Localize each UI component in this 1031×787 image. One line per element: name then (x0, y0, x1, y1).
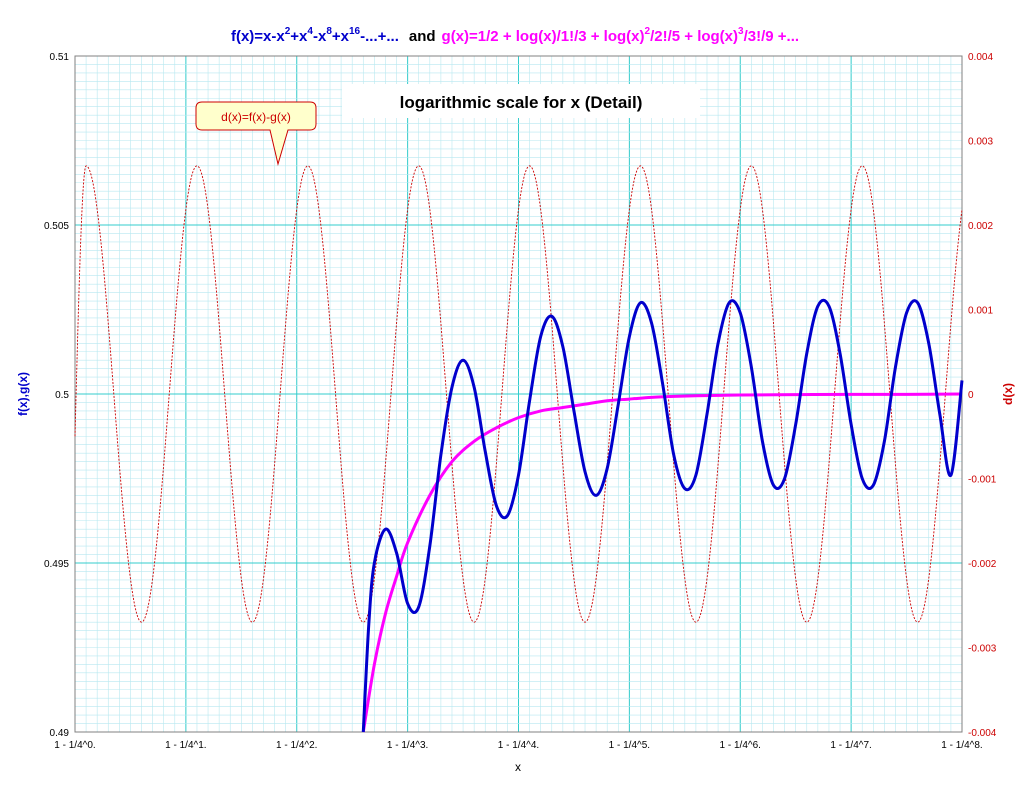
x-tick-label: 1 - 1/4^7. (830, 740, 871, 751)
chart-subtitle: logarithmic scale for x (Detail) (400, 93, 643, 112)
x-axis-ticks: 1 - 1/4^0. 1 - 1/4^1. 1 - 1/4^2. 1 - 1/4^3.… (54, 740, 982, 751)
y-right-tick-label: 0.001 (968, 306, 993, 317)
x-tick-label: 1 - 1/4^2. (276, 740, 317, 751)
y-right-tick-label: -0.001 (968, 475, 997, 486)
y-right-axis-label: d(x) (1001, 383, 1015, 405)
y-right-tick-label: -0.004 (968, 728, 997, 739)
title-f-mid1: +x (290, 28, 308, 45)
y-right-axis-ticks: 0.004 0.003 0.002 0.001 0 -0.001 -0.002 -0.003 -… (968, 52, 997, 739)
title-f-exp4: 16 (349, 26, 361, 37)
x-tick-label: 1 - 1/4^6. (720, 740, 761, 751)
series-f-line (361, 298, 964, 733)
y-right-tick-label: 0 (968, 390, 974, 401)
x-tick-label: 1 - 1/4^1. (165, 740, 206, 751)
y-left-axis-label: f(x),g(x) (16, 372, 30, 416)
title-f-label: f(x)=x-x (231, 28, 285, 45)
x-axis-label: x (515, 760, 521, 774)
title-g-exp2: 3 (738, 26, 744, 37)
title-g-mid1: /2!/5 + log(x) (650, 28, 738, 45)
title-f-end: -...+... (360, 28, 399, 45)
title-f-mid2: -x (313, 28, 327, 45)
title-g-exp1: 2 (645, 26, 651, 37)
title-f-exp2: 4 (307, 26, 313, 37)
y-left-tick-label: 0.5 (55, 390, 69, 401)
x-tick-label: 1 - 1/4^0. (54, 740, 95, 751)
annotation-text: d(x)=f(x)-g(x) (221, 110, 291, 124)
title-g-end: /3!/9 +... (744, 28, 799, 45)
title-and: and (409, 28, 436, 45)
x-tick-label: 1 - 1/4^4. (498, 740, 539, 751)
series-d-line (74, 165, 963, 623)
y-left-axis-ticks: 0.51 0.505 0.5 0.495 0.49 (44, 52, 69, 739)
y-left-tick-label: 0.495 (44, 559, 69, 570)
y-left-tick-label: 0.49 (50, 728, 70, 739)
y-left-label-text: f(x),g(x) (16, 372, 30, 416)
y-right-tick-label: 0.003 (968, 137, 993, 148)
x-tick-label: 1 - 1/4^3. (387, 740, 428, 751)
x-tick-label: 1 - 1/4^8. (941, 740, 982, 751)
y-right-tick-label: -0.003 (968, 644, 997, 655)
title-f-exp1: 2 (285, 26, 291, 37)
y-right-tick-label: -0.002 (968, 559, 997, 570)
title-g-label: g(x)=1/2 + log(x)/1!/3 + log(x) (442, 28, 645, 45)
chart-title: f(x)=x-x2+x4-x8+x16-...+... and g(x)=1/2 +… (231, 26, 799, 45)
y-left-tick-label: 0.51 (50, 52, 70, 63)
series-group (74, 165, 964, 733)
y-left-tick-label: 0.505 (44, 221, 69, 232)
title-f-mid3: +x (332, 28, 350, 45)
title-f-exp3: 8 (326, 26, 332, 37)
x-tick-label: 1 - 1/4^5. (609, 740, 650, 751)
annotation-callout (195, 101, 317, 166)
y-right-tick-label: 0.004 (968, 52, 993, 63)
subtitle-box (342, 84, 700, 118)
y-right-tick-label: 0.002 (968, 221, 993, 232)
